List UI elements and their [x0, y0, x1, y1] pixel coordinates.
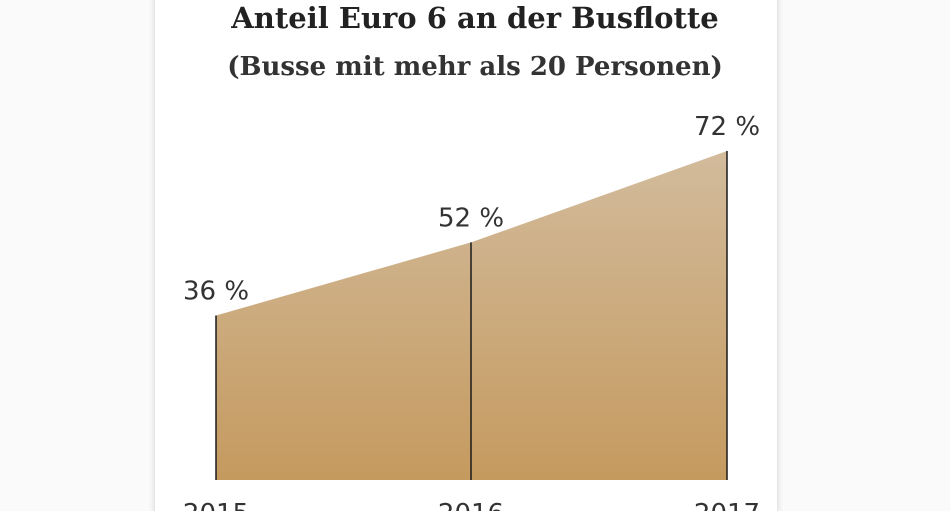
chart-title: Anteil Euro 6 an der Busflotte [231, 1, 719, 35]
value-label-2017: 72 % [694, 112, 760, 142]
chart-subtitle: (Busse mit mehr als 20 Personen) [227, 52, 723, 82]
value-label-2015: 36 % [183, 277, 249, 307]
year-label-2017: 2017 [694, 499, 760, 511]
value-label-2016: 52 % [438, 203, 504, 233]
year-label-2015: 2015 [183, 499, 249, 511]
year-label-2016: 2016 [438, 499, 504, 511]
